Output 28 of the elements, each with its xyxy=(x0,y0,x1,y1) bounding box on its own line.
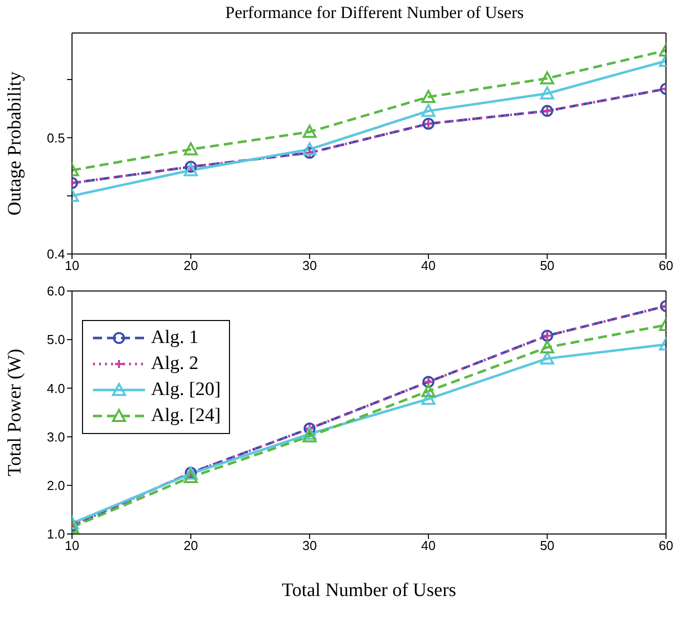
x-axis-title: Total Number of Users xyxy=(282,580,456,601)
y-tick-label: 1.0 xyxy=(46,526,65,542)
x-tick-label: 60 xyxy=(658,258,674,274)
x-tick-label: 60 xyxy=(658,538,674,554)
legend-label: Alg. [24] xyxy=(151,405,221,427)
y-axis-title: Outage Probability xyxy=(4,70,26,216)
chart-title: Performance for Different Number of Users xyxy=(224,2,525,24)
x-tick-label: 30 xyxy=(302,258,317,274)
x-tick-label: 10 xyxy=(64,538,80,554)
x-tick-label: 40 xyxy=(421,538,436,554)
legend-label: Alg. 1 xyxy=(151,327,198,349)
y-axis-title: Total Power (W) xyxy=(4,348,26,476)
x-tick-label: 10 xyxy=(64,258,80,274)
legend-label: Alg. [20] xyxy=(151,379,221,401)
y-tick-label: 3.0 xyxy=(46,429,65,444)
y-tick-label: 2.0 xyxy=(46,478,65,494)
legend-label: Alg. 2 xyxy=(151,353,198,375)
x-tick-label: 40 xyxy=(421,258,436,274)
x-tick-label: 50 xyxy=(540,258,554,274)
y-tick-label: 0.4 xyxy=(46,246,65,262)
x-tick-label: 20 xyxy=(184,258,198,274)
y-tick-label: 6.0 xyxy=(46,284,65,299)
y-tick-label: 4.0 xyxy=(46,380,65,396)
x-tick-label: 50 xyxy=(540,538,554,554)
x-tick-label: 30 xyxy=(302,538,317,554)
y-tick-label: 0.5 xyxy=(46,130,65,146)
x-tick-label: 20 xyxy=(184,538,198,554)
y-tick-label: 5.0 xyxy=(46,332,65,348)
